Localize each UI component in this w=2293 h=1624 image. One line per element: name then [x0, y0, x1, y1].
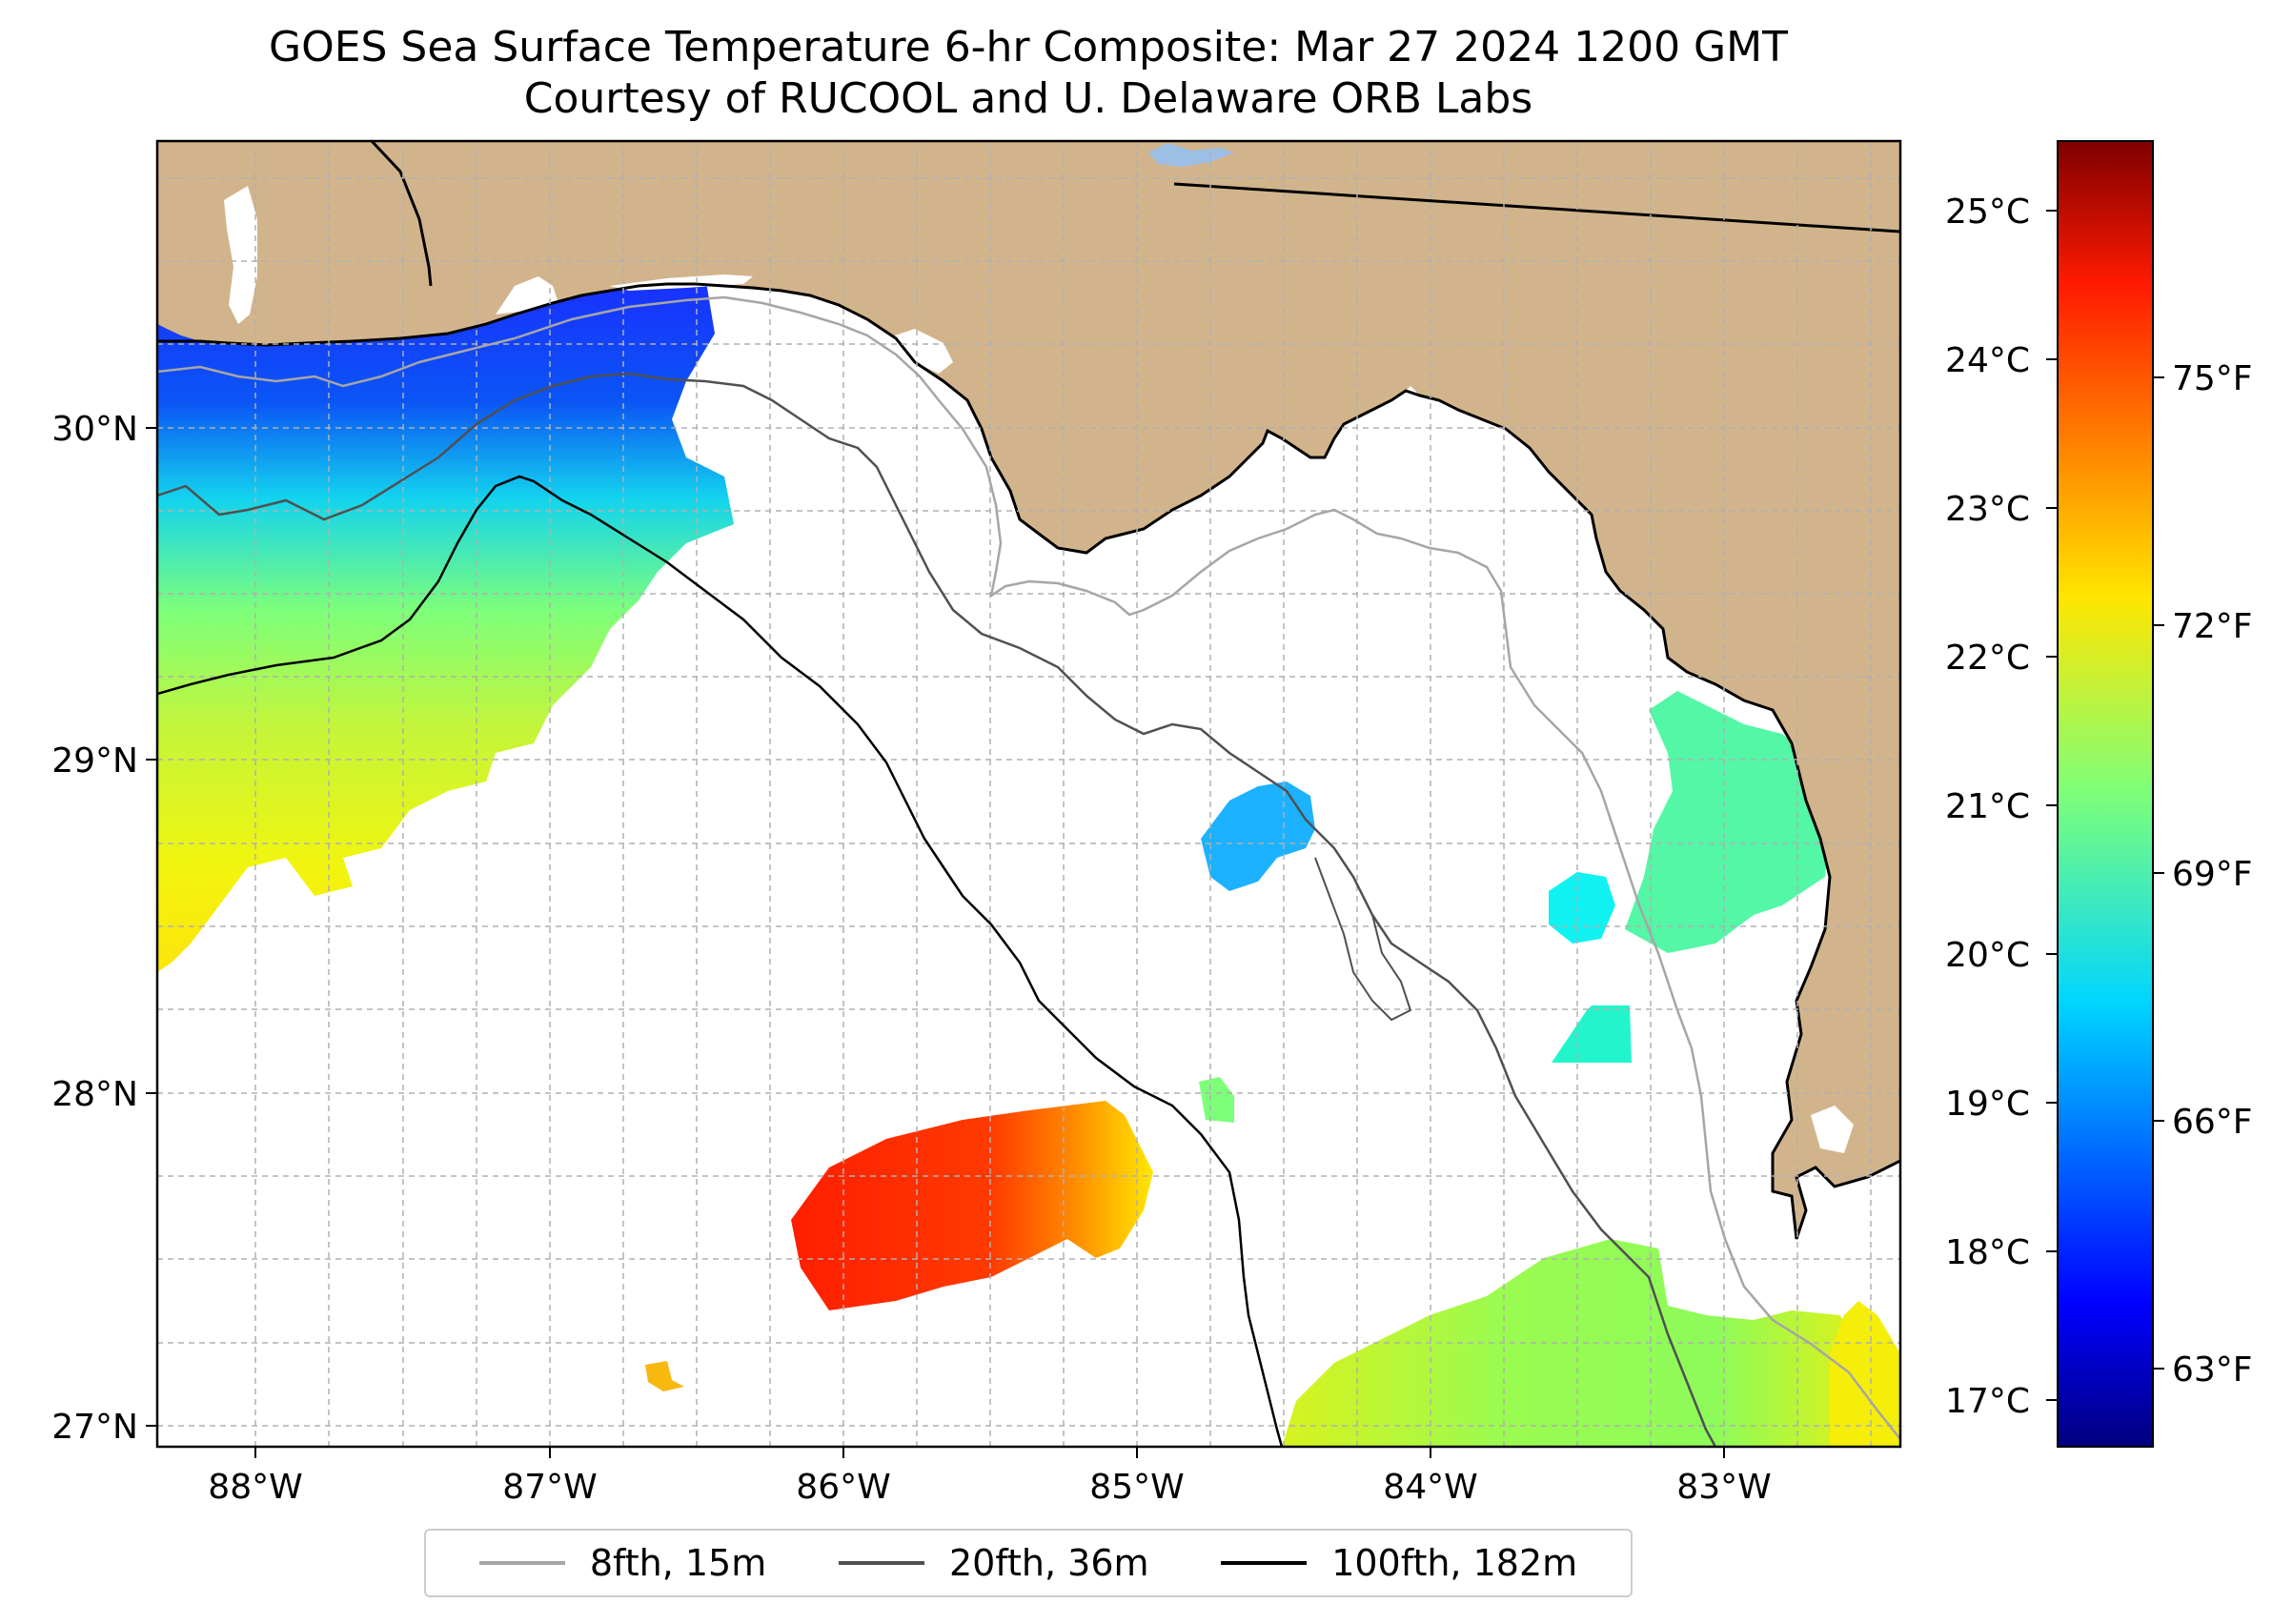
sst-patch-green-small [1199, 1077, 1234, 1123]
celsius-tick-label: 23°C [1945, 490, 2030, 529]
celsius-tick-label: 17°C [1945, 1382, 2030, 1421]
state-border [1173, 182, 1900, 233]
lon-tick-label: 87°W [502, 1468, 597, 1507]
legend-item-20fth: 20fth, 36m [838, 1542, 1149, 1584]
coastline [157, 282, 1900, 1240]
celsius-tick-label: 22°C [1945, 639, 2030, 678]
contour-20fth-shoals [1314, 857, 1412, 1022]
lon-tick-label: 88°W [208, 1468, 302, 1507]
celsius-tick-label: 20°C [1945, 936, 2030, 975]
sst-patch-south [1282, 1239, 1900, 1447]
lat-tick-label: 29°N [51, 741, 138, 781]
map-subtitle: Courtesy of RUCOOL and U. Delaware ORB L… [523, 74, 1533, 123]
sst-patch-warm-eddy [791, 1101, 1153, 1310]
sst-patch-orange-small [645, 1361, 684, 1391]
colorbar-fahrenheit-ticks [2153, 376, 2164, 1370]
lon-tick-label: 86°W [796, 1468, 890, 1507]
mobile-bay [224, 186, 257, 324]
lon-tick-label: 85°W [1089, 1468, 1184, 1507]
sst-patch-florida-tip [1830, 1301, 1900, 1447]
contour-100fth [157, 475, 1284, 1447]
legend-line-20fth [838, 1561, 924, 1565]
lat-axis [146, 427, 157, 1427]
fahrenheit-tick-label: 72°F [2172, 607, 2253, 646]
celsius-tick-label: 21°C [1945, 787, 2030, 826]
fahrenheit-tick-label: 75°F [2172, 359, 2253, 398]
legend-line-100fth [1221, 1561, 1308, 1565]
lon-tick-label: 84°W [1383, 1468, 1477, 1507]
fahrenheit-tick-label: 69°F [2172, 855, 2253, 894]
lon-tick-label: 83°W [1676, 1468, 1771, 1507]
fahrenheit-tick-label: 63°F [2172, 1350, 2253, 1390]
map-frame [155, 139, 1902, 1449]
lon-axis [254, 1447, 1725, 1458]
celsius-tick-label: 19°C [1945, 1085, 2030, 1124]
legend-label: 20fth, 36m [948, 1542, 1149, 1584]
tampa-bay [1811, 1106, 1854, 1153]
contour-8fth [157, 295, 1900, 1440]
legend-label: 100fth, 182m [1331, 1542, 1578, 1584]
fahrenheit-tick-label: 66°F [2172, 1103, 2253, 1142]
celsius-tick-label: 25°C [1945, 193, 2030, 232]
sst-patch-blue-nearshore [1201, 782, 1315, 891]
legend-item-100fth: 100fth, 182m [1221, 1542, 1577, 1584]
land-mass [157, 141, 1900, 1239]
legend-item-8fth: 8fth, 15m [478, 1542, 767, 1584]
legend-line-8fth [478, 1561, 565, 1565]
celsius-tick-label: 24°C [1945, 341, 2030, 380]
lat-tick-label: 28°N [51, 1075, 138, 1114]
contour-legend: 8fth, 15m 20fth, 36m 100fth, 182m [424, 1529, 1633, 1597]
lat-tick-label: 27°N [51, 1408, 138, 1447]
map-title: GOES Sea Surface Temperature 6-hr Compos… [268, 23, 1788, 71]
gridlines [157, 141, 1900, 1447]
lake [1148, 143, 1234, 167]
colorbar-celsius-ticks [2046, 210, 2058, 1401]
colorbar [2057, 140, 2154, 1448]
celsius-tick-label: 18°C [1945, 1233, 2030, 1272]
sst-patch-cyan-small [1552, 1005, 1632, 1063]
state-border-west [370, 141, 433, 287]
contour-20fth [157, 372, 1717, 1447]
apalachicola-bay [886, 329, 953, 374]
lat-tick-label: 30°N [51, 410, 138, 449]
legend-label: 8fth, 15m [589, 1542, 767, 1584]
sst-patch-northwest [157, 276, 734, 972]
sst-patch-bigbend [1625, 691, 1830, 953]
